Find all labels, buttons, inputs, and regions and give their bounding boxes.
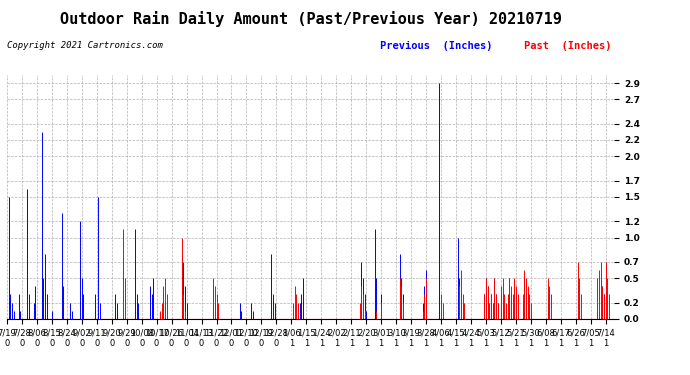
Text: Copyright 2021 Cartronics.com: Copyright 2021 Cartronics.com — [7, 41, 163, 50]
Text: Previous  (Inches): Previous (Inches) — [380, 41, 492, 51]
Text: Past  (Inches): Past (Inches) — [524, 41, 612, 51]
Text: Outdoor Rain Daily Amount (Past/Previous Year) 20210719: Outdoor Rain Daily Amount (Past/Previous… — [59, 11, 562, 27]
